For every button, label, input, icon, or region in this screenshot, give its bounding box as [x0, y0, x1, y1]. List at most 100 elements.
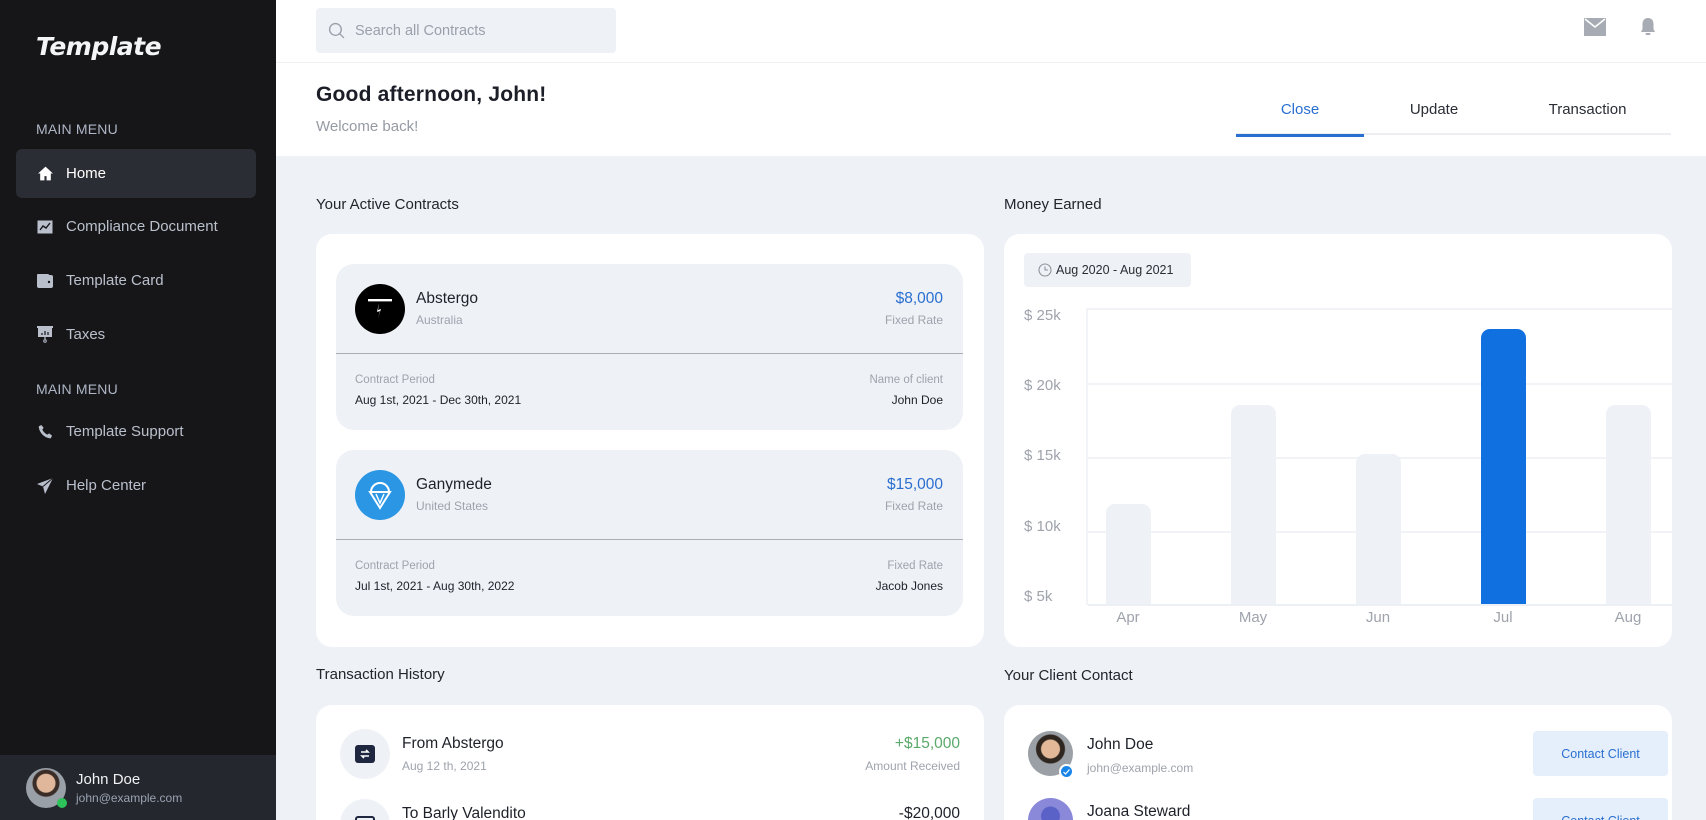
bar-apr[interactable]	[1106, 504, 1151, 604]
sidebar-item-label: Compliance Document	[66, 218, 218, 235]
gridline	[1088, 308, 1672, 310]
contact-avatar[interactable]	[1028, 798, 1073, 820]
contact-name: John Doe	[1087, 736, 1154, 753]
transaction-title: From Abstergo	[402, 735, 504, 752]
phone-icon	[36, 423, 54, 441]
contract-amount: $15,000	[886, 476, 943, 493]
sidebar-item-home[interactable]: Home	[16, 149, 256, 198]
mail-icon[interactable]	[1584, 18, 1606, 41]
sidebar-item-compliance-document[interactable]: Compliance Document	[16, 202, 256, 251]
bar-may[interactable]	[1231, 405, 1276, 604]
contract-period: Aug 1st, 2021 - Dec 30th, 2021	[355, 393, 522, 407]
contact-row: Joana Steward Contact Client	[1028, 798, 1668, 820]
contract-amount: $8,000	[895, 290, 943, 307]
contract-item[interactable]: Ganymede United States $15,000 Fixed Rat…	[336, 450, 963, 616]
wallet-icon	[36, 272, 54, 290]
clock-icon	[1038, 263, 1052, 277]
date-range-selector[interactable]: Aug 2020 - Aug 2021	[1024, 253, 1191, 287]
sidebar-item-taxes[interactable]: Taxes	[16, 310, 256, 359]
client-contact-card: John Doe john@example.com Contact Client…	[1004, 705, 1672, 820]
page-title: Good afternoon, John!	[316, 83, 547, 106]
search-box[interactable]	[316, 8, 616, 53]
user-email: john@example.com	[76, 790, 183, 805]
menu-section-label: MAIN MENU	[36, 381, 118, 397]
client-name: John Doe	[891, 393, 943, 407]
bar-jul[interactable]	[1481, 329, 1526, 604]
rate-type: Fixed Rate	[884, 499, 943, 513]
contact-email: john@example.com	[1087, 761, 1194, 775]
tab-update[interactable]: Update	[1409, 100, 1459, 118]
money-earned-card: Aug 2020 - Aug 2021 $ 25k $ 20k $ 15k $ …	[1004, 234, 1672, 647]
client-name: Jacob Jones	[875, 579, 943, 593]
transaction-note: Amount Received	[865, 759, 960, 773]
bar-aug[interactable]	[1606, 405, 1651, 604]
transaction-history-card: From Abstergo Aug 12 th, 2021 +$15,000 A…	[316, 705, 984, 820]
app-logo[interactable]: Template	[36, 32, 162, 61]
y-axis-tick: $ 15k	[1024, 447, 1061, 464]
x-axis-line	[1088, 604, 1672, 606]
transaction-icon-bg	[340, 799, 390, 820]
exchange-icon	[355, 745, 375, 763]
home-icon	[36, 165, 54, 183]
x-axis-tick: Jun	[1365, 609, 1391, 626]
paper-plane-icon	[36, 477, 54, 495]
sidebar-item-label: Taxes	[66, 326, 106, 343]
tab-transaction[interactable]: Transaction	[1548, 100, 1627, 118]
ganymede-logo-icon	[355, 470, 405, 520]
section-title-transaction-history: Transaction History	[316, 666, 445, 683]
transaction-icon-bg	[340, 729, 390, 779]
x-axis-tick: May	[1238, 609, 1268, 626]
online-status-indicator	[57, 797, 67, 808]
avatar	[26, 767, 67, 808]
current-user[interactable]: John Doe john@example.com	[0, 755, 276, 820]
verified-check-icon	[1059, 764, 1074, 779]
contact-client-button[interactable]: Contact Client	[1533, 798, 1668, 820]
presentation-board-icon	[36, 326, 54, 344]
gridline	[1088, 383, 1672, 385]
x-axis-tick: Jul	[1493, 609, 1513, 626]
bar-jun[interactable]	[1356, 454, 1401, 604]
client-label: Name of client	[869, 374, 943, 386]
contact-name: Joana Steward	[1087, 803, 1191, 820]
rate-type: Fixed Rate	[884, 313, 943, 327]
sidebar: Template MAIN MENU Home Compliance Docum…	[0, 0, 276, 820]
contact-row: John Doe john@example.com Contact Client	[1028, 731, 1668, 783]
search-input[interactable]	[355, 22, 595, 39]
contract-period: Jul 1st, 2021 - Aug 30th, 2022	[355, 579, 515, 593]
sidebar-item-label: Home	[66, 165, 107, 182]
sidebar-item-help-center[interactable]: Help Center	[16, 461, 256, 510]
x-axis-tick: Aug	[1614, 609, 1642, 626]
section-title-active-contracts: Your Active Contracts	[316, 196, 459, 213]
section-title-client-contact: Your Client Contact	[1004, 667, 1133, 684]
transaction-row[interactable]: From Abstergo Aug 12 th, 2021 +$15,000 A…	[340, 729, 960, 781]
sidebar-item-template-support[interactable]: Template Support	[16, 407, 256, 456]
transaction-title: To Barly Valendito	[402, 805, 526, 820]
greeting-header: Good afternoon, John! Welcome back! Clos…	[276, 63, 1706, 156]
client-label: Fixed Rate	[887, 560, 943, 572]
contract-item[interactable]: Abstergo Australia $8,000 Fixed Rate Con…	[336, 264, 963, 430]
menu-section-label: MAIN MENU	[36, 121, 118, 137]
date-range-label: Aug 2020 - Aug 2021	[1056, 263, 1174, 277]
sidebar-item-label: Help Center	[66, 477, 147, 494]
sidebar-item-label: Template Support	[66, 423, 184, 440]
y-axis-line	[1086, 308, 1088, 605]
tab-close[interactable]: Close	[1236, 83, 1364, 137]
y-axis-tick: $ 25k	[1024, 307, 1061, 324]
sidebar-item-label: Template Card	[66, 272, 164, 289]
company-country: United States	[416, 499, 489, 513]
transaction-row[interactable]: To Barly Valendito -$20,000	[340, 799, 960, 820]
sidebar-item-template-card[interactable]: Template Card	[16, 256, 256, 305]
bell-icon[interactable]	[1640, 18, 1656, 42]
y-axis-tick: $ 10k	[1024, 518, 1061, 535]
page-subtitle: Welcome back!	[316, 118, 419, 135]
top-bar	[276, 0, 1706, 63]
contract-period-label: Contract Period	[355, 374, 435, 386]
contact-client-button[interactable]: Contact Client	[1533, 731, 1668, 776]
active-contracts-card: Abstergo Australia $8,000 Fixed Rate Con…	[316, 234, 984, 647]
contract-period-label: Contract Period	[355, 560, 435, 572]
company-name: Abstergo	[416, 290, 479, 307]
company-name: Ganymede	[416, 476, 492, 493]
search-icon	[328, 22, 345, 39]
x-axis-tick: Apr	[1116, 609, 1140, 626]
user-name: John Doe	[76, 770, 141, 788]
